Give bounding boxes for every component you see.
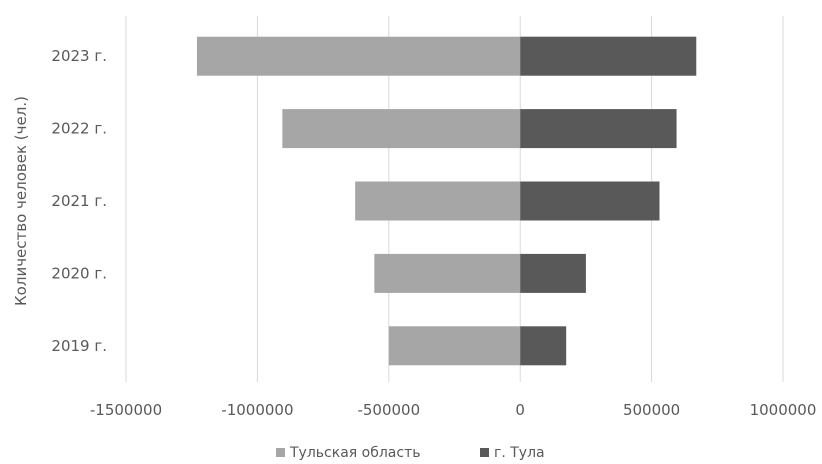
y-axis-tick-labels: 2019 г. 2020 г. 2021 г. 2022 г. 2023 г. (51, 47, 107, 355)
legend-label-1: г. Тула (494, 445, 545, 461)
legend-swatch-0 (276, 448, 285, 457)
x-tick-label-4: 500000 (623, 401, 680, 419)
x-tick-label-1: -1000000 (221, 401, 293, 419)
bar-series0-1 (374, 253, 521, 293)
y-axis-label: Количество человек (чел.) (12, 96, 30, 306)
bar-series1-1 (520, 253, 586, 293)
x-axis-tick-labels: -1500000 -1000000 -500000 0 500000 1000000 (90, 401, 817, 419)
legend-swatch-1 (480, 448, 489, 457)
bar-series0-0 (388, 326, 521, 366)
x-tick-label-3: 0 (515, 401, 525, 419)
bar-series1-0 (520, 326, 567, 366)
bar-series1-3 (520, 109, 677, 149)
legend: Тульская область г. Тула (276, 445, 545, 461)
bar-series0-4 (196, 36, 521, 76)
y-tick-label-4: 2023 г. (51, 47, 107, 65)
x-tick-label-0: -1500000 (90, 401, 162, 419)
x-tick-label-2: -500000 (357, 401, 420, 419)
legend-label-0: Тульская область (289, 445, 420, 461)
y-tick-label-1: 2020 г. (51, 264, 107, 282)
x-tick-label-5: 1000000 (750, 401, 817, 419)
y-tick-label-3: 2022 г. (51, 120, 107, 138)
bar-series0-2 (355, 181, 521, 221)
bars (196, 36, 697, 366)
bar-series1-4 (520, 36, 697, 76)
bar-series0-3 (282, 109, 521, 149)
y-tick-label-0: 2019 г. (51, 337, 107, 355)
y-tick-label-2: 2021 г. (51, 192, 107, 210)
bar-series1-2 (520, 181, 660, 221)
